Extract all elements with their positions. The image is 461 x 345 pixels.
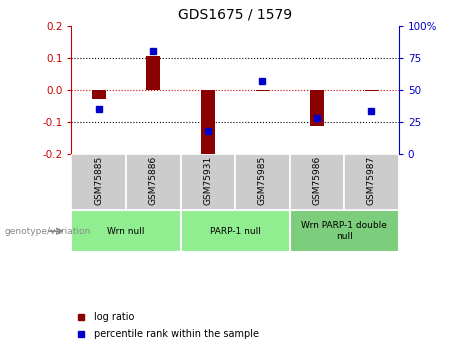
Text: PARP-1 null: PARP-1 null — [210, 227, 260, 236]
Bar — [181, 154, 235, 210]
Text: GSM75931: GSM75931 — [203, 156, 213, 206]
Bar — [344, 154, 399, 210]
Bar — [255, 90, 269, 91]
Bar — [201, 90, 215, 157]
Bar — [310, 90, 324, 126]
Text: GSM75985: GSM75985 — [258, 156, 267, 206]
Title: GDS1675 / 1579: GDS1675 / 1579 — [178, 8, 292, 22]
Text: GSM75886: GSM75886 — [149, 156, 158, 206]
Bar — [365, 90, 378, 91]
Text: percentile rank within the sample: percentile rank within the sample — [95, 329, 260, 339]
Bar — [181, 210, 290, 252]
Text: Wrn PARP-1 double
null: Wrn PARP-1 double null — [301, 221, 387, 241]
Text: log ratio: log ratio — [95, 312, 135, 322]
Bar — [71, 154, 126, 210]
Text: GSM75885: GSM75885 — [94, 156, 103, 206]
Bar — [71, 210, 181, 252]
Bar — [235, 154, 290, 210]
Text: GSM75986: GSM75986 — [313, 156, 321, 206]
Text: Wrn null: Wrn null — [107, 227, 145, 236]
Bar — [92, 90, 106, 99]
Bar — [126, 154, 181, 210]
Bar — [147, 56, 160, 90]
Text: GSM75987: GSM75987 — [367, 156, 376, 206]
Bar — [290, 210, 399, 252]
Text: genotype/variation: genotype/variation — [5, 227, 91, 236]
Bar — [290, 154, 344, 210]
